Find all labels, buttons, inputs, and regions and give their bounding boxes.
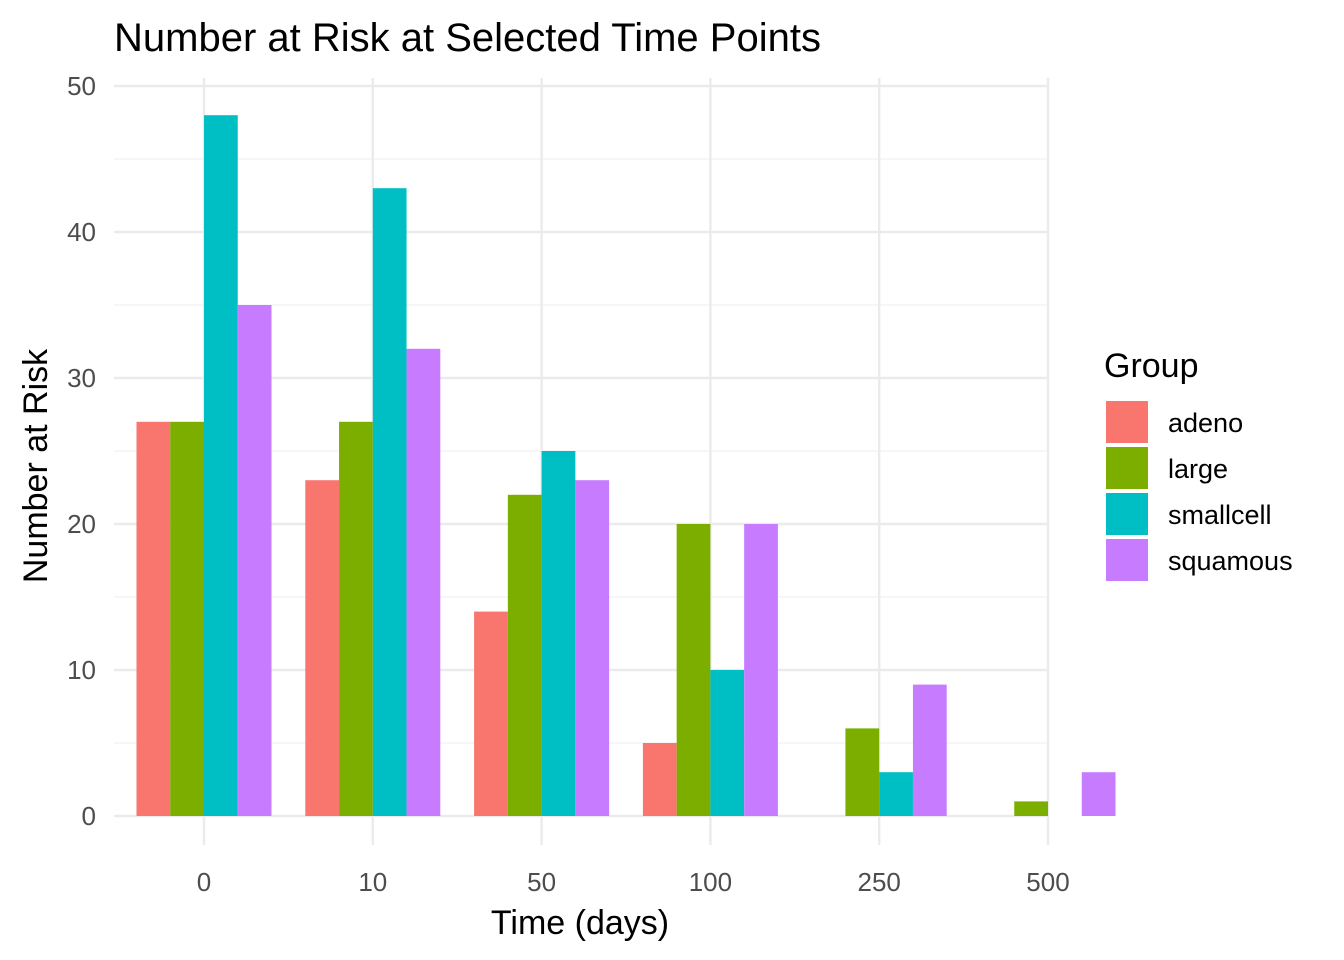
legend-label-smallcell: smallcell [1168, 500, 1272, 530]
x-axis-ticks: 0 10 50 100 250 500 [197, 867, 1070, 897]
bar-squamous-10 [406, 348, 441, 816]
legend-label-adeno: adeno [1168, 408, 1243, 438]
x-axis-title: Time (days) [491, 904, 669, 942]
legend: Group adeno large smallcell squamous [1104, 347, 1293, 581]
legend-title: Group [1104, 347, 1199, 385]
bars [136, 115, 1116, 816]
legend-key-squamous [1106, 539, 1148, 581]
legend-key-large [1106, 447, 1148, 489]
bar-large-0 [170, 421, 204, 816]
bar-smallcell-10 [372, 188, 407, 816]
x-tick-label: 250 [858, 867, 901, 897]
bar-adeno-10 [305, 480, 340, 816]
x-tick-label: 100 [689, 867, 732, 897]
bar-squamous-250 [912, 684, 947, 816]
legend-key-adeno [1106, 401, 1148, 443]
bar-large-50 [507, 494, 542, 816]
bar-squamous-50 [575, 480, 610, 816]
x-tick-label: 10 [358, 867, 387, 897]
y-tick-label: 0 [82, 801, 96, 831]
bar-smallcell-250 [879, 772, 913, 816]
legend-label-large: large [1168, 454, 1228, 484]
bar-large-500 [1014, 801, 1048, 816]
legend-label-squamous: squamous [1168, 546, 1293, 576]
x-tick-label: 500 [1026, 867, 1069, 897]
x-tick-label: 0 [197, 867, 211, 897]
bar-squamous-0 [237, 305, 272, 816]
y-tick-label: 50 [67, 71, 96, 101]
legend-key-smallcell [1106, 493, 1148, 535]
bar-adeno-100 [642, 743, 677, 816]
chart-title: Number at Risk at Selected Time Points [114, 16, 821, 60]
bar-smallcell-0 [204, 115, 238, 816]
y-axis-title: Number at Risk [17, 348, 55, 583]
bar-smallcell-100 [710, 670, 745, 816]
y-tick-label: 40 [67, 217, 96, 247]
y-axis-ticks: 0 10 20 30 40 50 [67, 71, 96, 831]
bar-smallcell-50 [541, 451, 576, 816]
bar-adeno-0 [136, 421, 171, 816]
bar-large-10 [339, 421, 373, 816]
bar-large-250 [845, 728, 880, 816]
y-tick-label: 10 [67, 655, 96, 685]
bar-squamous-100 [744, 524, 778, 816]
bar-large-100 [676, 524, 711, 816]
bar-adeno-50 [474, 611, 508, 816]
y-tick-label: 30 [67, 363, 96, 393]
x-tick-label: 50 [527, 867, 556, 897]
bar-squamous-500 [1081, 772, 1116, 816]
y-tick-label: 20 [67, 509, 96, 539]
